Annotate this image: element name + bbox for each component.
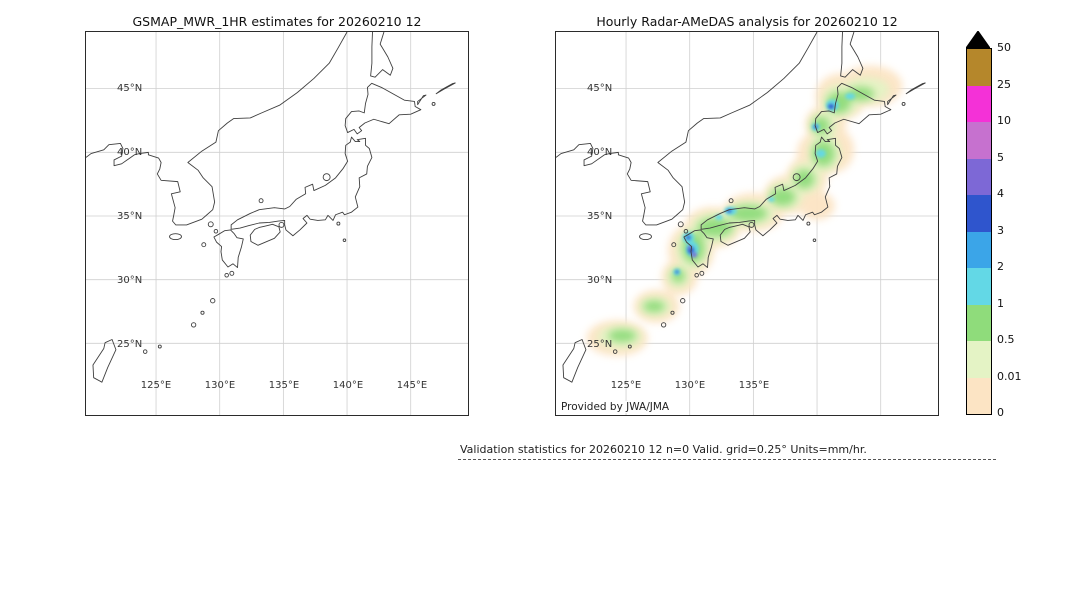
colorbar-segment: [967, 85, 991, 122]
lat-label-40n: 40°N: [587, 147, 613, 158]
gridlines: [86, 32, 468, 415]
lat-label-30n: 30°N: [587, 275, 613, 286]
lon-label-130e: 130°E: [674, 380, 706, 391]
colorbar-segment: [967, 231, 991, 268]
lat-label-45n: 45°N: [117, 83, 143, 94]
lon-label-140e: 140°E: [332, 380, 364, 391]
lat-label-40n: 40°N: [117, 147, 143, 158]
lon-label-135e: 135°E: [738, 380, 770, 391]
colorbar-tick-label: 4: [997, 187, 1004, 200]
colorbar-tick-label: 50: [997, 41, 1011, 54]
lon-label-125e: 125°E: [610, 380, 642, 391]
validation-stats-text: Validation statistics for 20260210 12 n=…: [460, 443, 867, 456]
colorbar-tick-label: 2: [997, 260, 1004, 273]
colorbar-overflow-triangle: [966, 31, 990, 48]
colorbar-segment: [967, 195, 991, 232]
lat-label-25n: 25°N: [587, 339, 613, 350]
gsmap-map-canvas: [86, 32, 468, 415]
lon-label-145e: 145°E: [396, 380, 428, 391]
lat-label-35n: 35°N: [587, 211, 613, 222]
colorbar-segment: [967, 158, 991, 195]
gsmap-map-panel: 45°N 40°N 35°N 30°N 25°N 125°E 130°E 135…: [85, 31, 469, 416]
credit-label: Provided by JWA/JMA: [559, 401, 672, 413]
lon-label-130e: 130°E: [204, 380, 236, 391]
colorbar-segment: [967, 268, 991, 305]
colorbar-tick-label: 0: [997, 406, 1004, 419]
colorbar-tick-label: 1: [997, 296, 1004, 310]
lon-label-135e: 135°E: [268, 380, 300, 391]
precip-layer: [688, 246, 697, 258]
colorbar-tick-label: 25: [997, 77, 1011, 91]
colorbar-segment: [967, 304, 991, 341]
radar-map-canvas: [556, 32, 938, 415]
coastlines: [556, 32, 926, 383]
colorbar-scale: [966, 48, 992, 415]
lat-label-35n: 35°N: [117, 211, 143, 222]
colorbar-segment: [967, 122, 991, 159]
coastlines: [86, 32, 456, 383]
radar-map-panel: 45°N 40°N 35°N 30°N 25°N 125°E 130°E 135…: [555, 31, 939, 416]
colorbar-tick-label: 0.5: [997, 333, 1015, 346]
dashed-divider: [458, 459, 996, 460]
colorbar-tick-label: 3: [997, 223, 1004, 237]
colorbar-segment: [967, 341, 991, 378]
lat-label-45n: 45°N: [587, 83, 613, 94]
colorbar-tick-label: 5: [997, 150, 1004, 164]
lat-label-30n: 30°N: [117, 275, 143, 286]
colorbar: 50 25 10 5 4 3 2 1 0.5 0.01 0: [966, 31, 1038, 431]
colorbar-segment: [967, 49, 991, 86]
lon-label-125e: 125°E: [140, 380, 172, 391]
radar-map-title: Hourly Radar-AMeDAS analysis for 2026021…: [596, 14, 898, 29]
lat-label-25n: 25°N: [117, 339, 143, 350]
colorbar-segment: [967, 377, 991, 414]
colorbar-tick-label: 10: [997, 114, 1011, 127]
colorbar-tick-label: 0.01: [997, 369, 1022, 383]
gsmap-map-title: GSMAP_MWR_1HR estimates for 20260210 12: [132, 14, 422, 29]
